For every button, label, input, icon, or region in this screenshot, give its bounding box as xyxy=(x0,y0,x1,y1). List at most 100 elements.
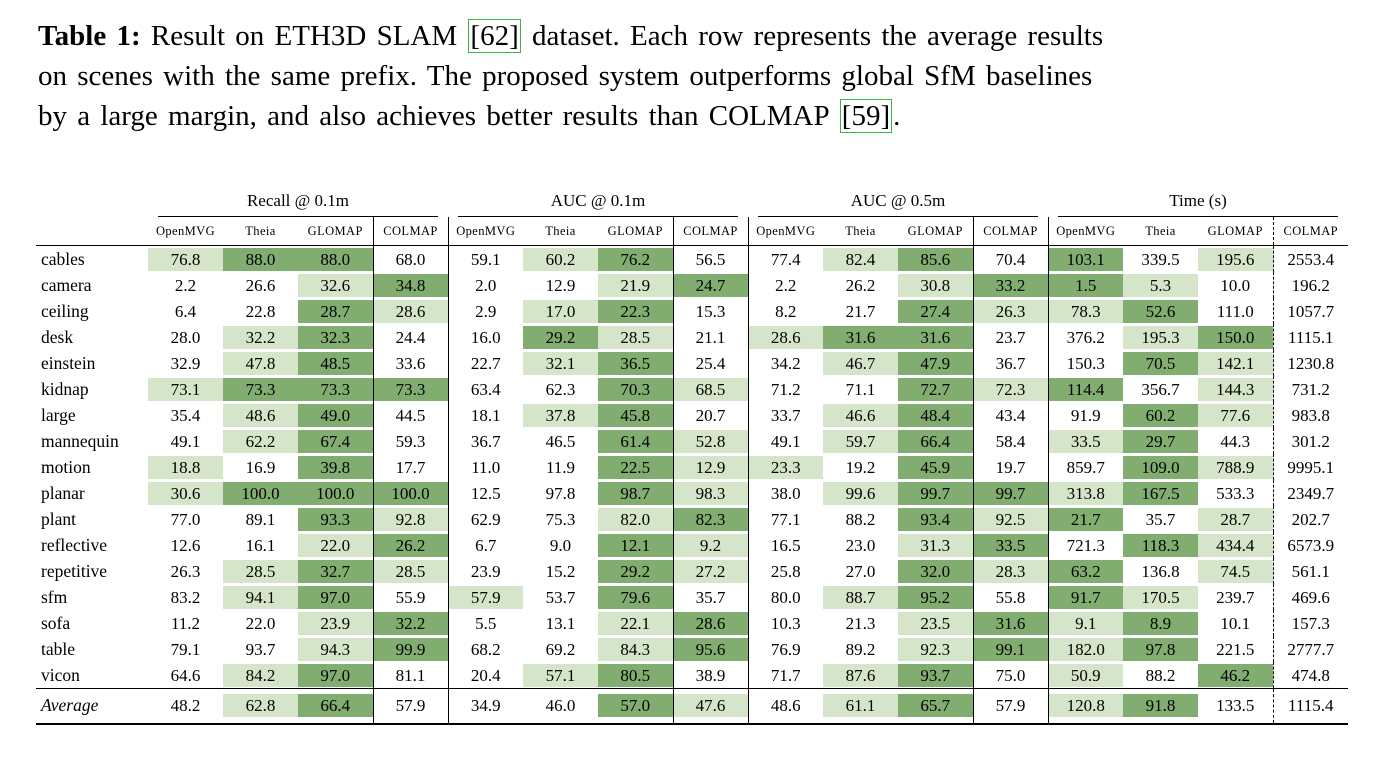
value-cell: 31.6 xyxy=(898,324,973,350)
value-cell: 31.3 xyxy=(898,532,973,558)
value-cell: 28.7 xyxy=(1198,506,1273,532)
value-cell: 91.8 xyxy=(1123,688,1198,725)
citation-62-link[interactable]: [62] xyxy=(468,19,521,53)
value-cell: 98.7 xyxy=(598,480,673,506)
value-cell: 32.2 xyxy=(372,610,448,636)
scene-label: kidnap xyxy=(41,378,89,399)
table-row: repetitive 26.3 28.5 32.7 28.5 23.9 15.2 29.2 27… xyxy=(36,558,1348,584)
value-cell: 93.7 xyxy=(898,662,973,689)
value-cell: 561.1 xyxy=(1272,558,1348,584)
value-cell: 196.2 xyxy=(1272,272,1348,298)
value-cell: 38.9 xyxy=(672,662,748,689)
value-cell: 22.3 xyxy=(598,298,673,324)
value-cell: 26.3 xyxy=(170,561,201,581)
value-cell: 62.8 xyxy=(223,688,298,725)
value-cell: 53.7 xyxy=(545,587,576,607)
value-cell: 52.6 xyxy=(1123,298,1198,324)
value-cell: 2349.7 xyxy=(1272,480,1348,506)
method-header-theia: Theia xyxy=(223,217,298,246)
value-cell: 35.7 xyxy=(672,584,748,610)
value-cell: 85.6 xyxy=(898,246,973,273)
method-header-colmap: COLMAP xyxy=(972,217,1048,246)
value-cell: 44.5 xyxy=(372,402,448,428)
value-cell: 239.7 xyxy=(1216,587,1255,607)
method-header-colmap: COLMAP xyxy=(672,217,748,246)
table-row: camera 2.2 26.6 32.6 34.8 2.0 12.9 21.9 24.7 2.2 2… xyxy=(36,272,1348,298)
citation-59-link[interactable]: [59] xyxy=(839,99,893,133)
caption-text-2: dataset. Each row represents the average… xyxy=(531,20,1104,52)
value-cell: 57.0 xyxy=(598,688,673,725)
value-cell: 788.9 xyxy=(1198,454,1273,480)
value-cell: 24.4 xyxy=(372,324,448,350)
value-cell: 22.5 xyxy=(598,454,673,480)
value-cell: 94.3 xyxy=(298,636,373,662)
value-cell: 10.1 xyxy=(1220,613,1251,633)
value-cell: 142.1 xyxy=(1198,350,1273,376)
value-cell: 43.4 xyxy=(972,402,1048,428)
value-cell: 474.8 xyxy=(1272,662,1348,689)
value-cell: 10.3 xyxy=(747,610,823,636)
value-cell: 150.3 xyxy=(1047,350,1123,376)
value-cell: 47.9 xyxy=(898,350,973,376)
value-cell: 21.7 xyxy=(1047,506,1123,532)
group-header-auc-0.1m: AUC @ 0.1m xyxy=(448,188,748,217)
value-cell: 20.7 xyxy=(672,402,748,428)
value-cell: 32.2 xyxy=(223,324,298,350)
table-row: cables 76.8 88.0 88.0 68.0 59.1 60.2 76.2 56.5 77… xyxy=(36,245,1348,273)
value-cell: 84.2 xyxy=(223,662,298,689)
method-header-row: OpenMVG Theia GLOMAP COLMAP OpenMVG Thei… xyxy=(36,217,1348,246)
value-cell: 48.6 xyxy=(747,688,823,725)
value-cell: 56.5 xyxy=(672,245,748,272)
value-cell: 46.6 xyxy=(823,402,898,428)
value-cell: 19.2 xyxy=(845,457,876,477)
value-cell: 49.1 xyxy=(747,428,823,454)
value-cell: 31.6 xyxy=(823,324,898,350)
value-cell: 18.8 xyxy=(148,454,223,480)
value-cell: 48.4 xyxy=(898,402,973,428)
value-cell: 80.0 xyxy=(747,584,823,610)
table-row: reflective 12.6 16.1 22.0 26.2 6.7 9.0 12.1 9.2 1… xyxy=(36,532,1348,558)
value-cell: 2.2 xyxy=(747,272,823,298)
value-cell: 44.3 xyxy=(1220,431,1251,451)
value-cell: 99.7 xyxy=(898,480,973,506)
value-cell: 23.9 xyxy=(298,610,373,636)
table-row: sofa 11.2 22.0 23.9 32.2 5.5 13.1 22.1 28.6 10.3 2… xyxy=(36,610,1348,636)
value-cell: 356.7 xyxy=(1141,379,1180,399)
value-cell: 434.4 xyxy=(1198,532,1273,558)
value-cell: 167.5 xyxy=(1123,480,1198,506)
value-cell: 97.8 xyxy=(1123,636,1198,662)
value-cell: 79.6 xyxy=(598,584,673,610)
value-cell: 182.0 xyxy=(1047,636,1123,662)
value-cell: 376.2 xyxy=(1047,324,1123,350)
method-header-glomap: GLOMAP xyxy=(898,217,973,246)
value-cell: 103.1 xyxy=(1047,245,1123,272)
value-cell: 15.3 xyxy=(672,298,748,324)
scene-label: motion xyxy=(41,456,91,477)
value-cell: 15.2 xyxy=(545,561,576,581)
value-cell: 29.2 xyxy=(523,324,598,350)
caption-text-1: Result on ETH3D SLAM xyxy=(150,20,458,52)
value-cell: 34.8 xyxy=(372,272,448,298)
value-cell: 21.9 xyxy=(598,272,673,298)
value-cell: 100.0 xyxy=(298,480,373,506)
value-cell: 35.4 xyxy=(170,405,201,425)
value-cell: 46.5 xyxy=(545,431,576,451)
value-cell: 25.8 xyxy=(747,558,823,584)
value-cell: 63.2 xyxy=(1047,558,1123,584)
value-cell: 57.1 xyxy=(523,662,598,689)
value-cell: 88.2 xyxy=(845,509,876,529)
value-cell: 97.0 xyxy=(298,584,373,610)
value-cell: 50.9 xyxy=(1047,662,1123,689)
table-row: sfm 83.2 94.1 97.0 55.9 57.9 53.7 79.6 35.7 80.0 8… xyxy=(36,584,1348,610)
value-cell: 26.2 xyxy=(845,275,876,295)
table-row: ceiling 6.4 22.8 28.7 28.6 2.9 17.0 22.3 15.3 8.2… xyxy=(36,298,1348,324)
value-cell: 8.9 xyxy=(1123,610,1198,636)
scene-label: planar xyxy=(41,482,85,503)
value-cell: 91.9 xyxy=(1047,402,1123,428)
scene-label: reflective xyxy=(41,534,108,555)
value-cell: 2553.4 xyxy=(1272,245,1348,272)
caption-line-1: Table 1: Result on ETH3D SLAM [62] datas… xyxy=(38,16,1346,56)
value-cell: 21.7 xyxy=(845,301,876,321)
value-cell: 55.8 xyxy=(972,584,1048,610)
value-cell: 81.1 xyxy=(372,662,448,689)
